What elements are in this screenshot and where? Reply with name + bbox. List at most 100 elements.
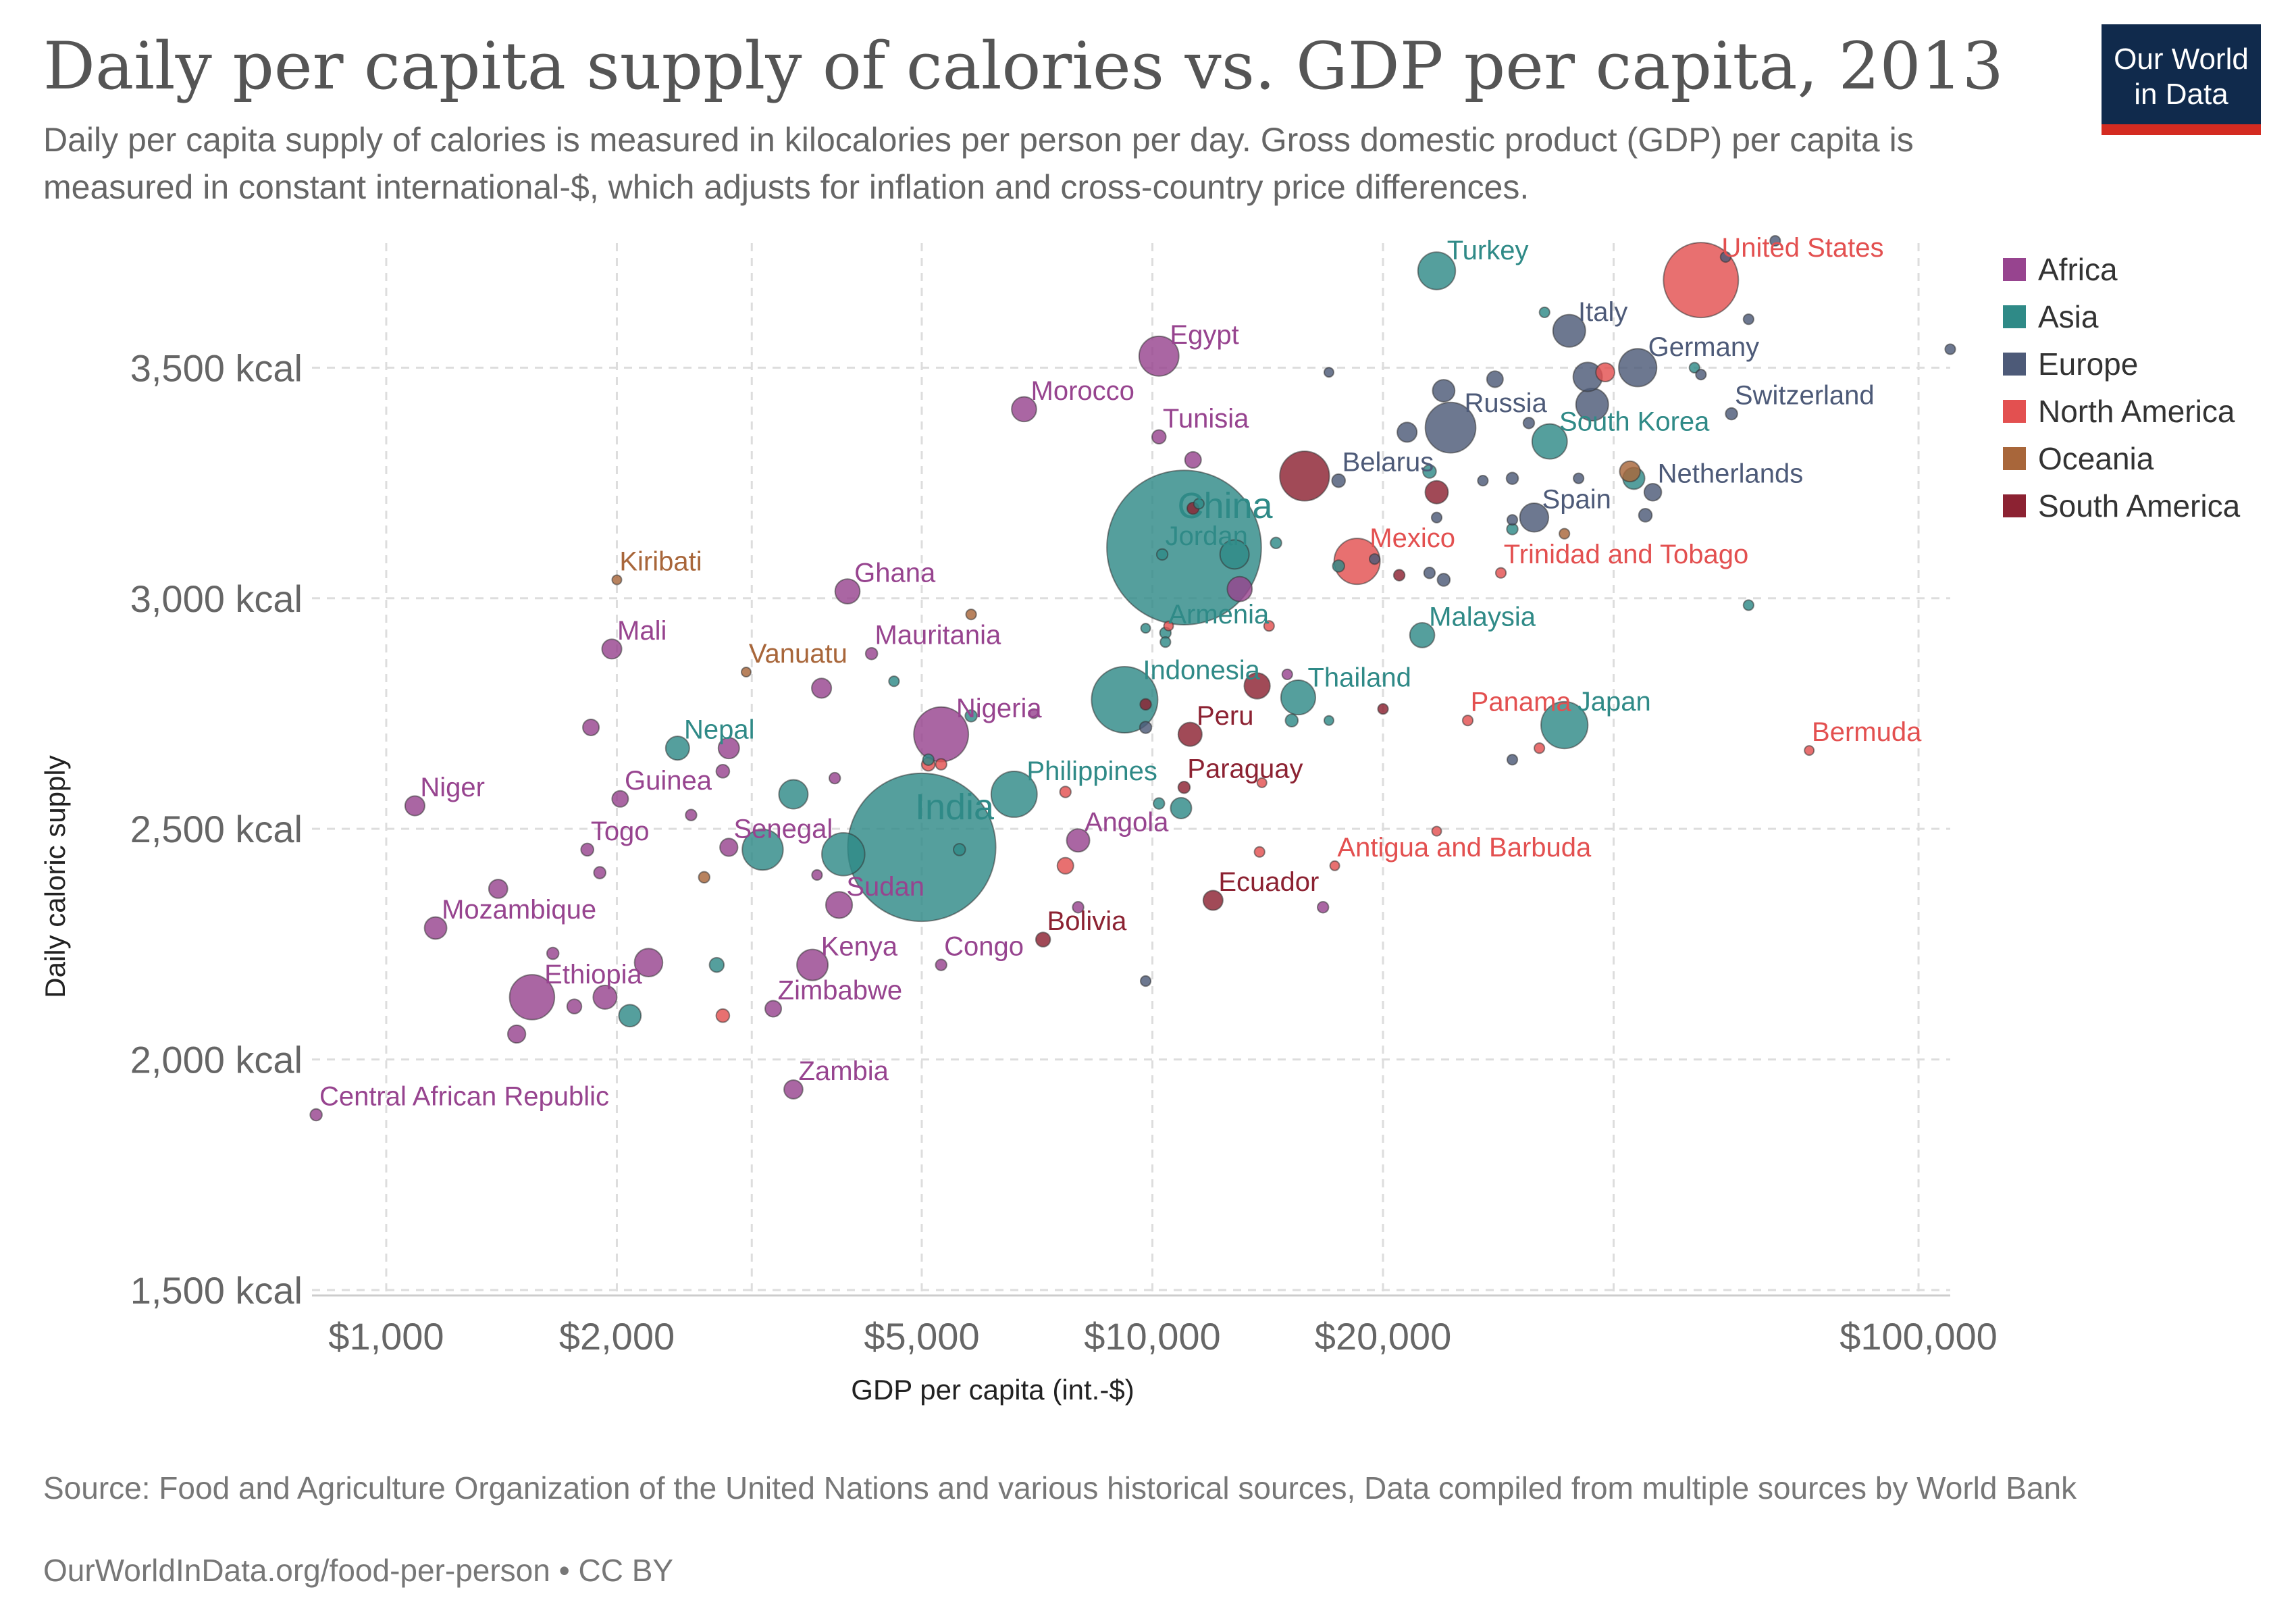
point[interactable] (965, 609, 977, 621)
point-panama[interactable] (1461, 715, 1474, 727)
point-ecuador[interactable] (1202, 890, 1224, 911)
point[interactable] (1944, 343, 1956, 355)
point[interactable] (811, 677, 833, 699)
point-peru[interactable] (1177, 721, 1203, 747)
point-zimbabwe[interactable] (764, 1000, 783, 1018)
point[interactable] (1263, 620, 1275, 632)
point[interactable] (1424, 480, 1449, 505)
point-south-korea[interactable] (1531, 423, 1568, 460)
point-indonesia[interactable] (1091, 665, 1159, 734)
point-central-african-republic[interactable] (309, 1108, 323, 1122)
point[interactable] (1377, 703, 1389, 715)
point-congo[interactable] (935, 958, 947, 971)
legend-item-north-america[interactable]: North America (2003, 390, 2235, 429)
point-mozambique[interactable] (423, 916, 448, 940)
point-turkey[interactable] (1417, 251, 1457, 290)
point[interactable] (1534, 742, 1546, 754)
point-zambia[interactable] (783, 1079, 804, 1100)
point[interactable] (1430, 511, 1443, 523)
point[interactable] (1253, 846, 1266, 858)
point-belarus[interactable] (1331, 473, 1347, 488)
point-togo[interactable] (580, 842, 595, 857)
legend-item-africa[interactable]: Africa (2003, 249, 2118, 287)
point[interactable] (964, 709, 978, 723)
point[interactable] (1139, 698, 1152, 711)
point[interactable] (593, 866, 606, 879)
point-tunisia[interactable] (1151, 429, 1167, 445)
point[interactable] (633, 948, 664, 977)
point[interactable] (1028, 708, 1039, 719)
point-bermuda[interactable] (1804, 745, 1815, 756)
point-nepal[interactable] (664, 736, 690, 761)
point[interactable] (778, 779, 809, 810)
point-kiribati[interactable] (611, 574, 623, 586)
point[interactable] (741, 828, 784, 871)
point[interactable] (1159, 636, 1172, 648)
point[interactable] (1638, 508, 1653, 523)
point-ethiopia[interactable] (508, 974, 556, 1021)
point[interactable] (1422, 464, 1437, 479)
point[interactable] (1270, 536, 1282, 550)
point[interactable] (1323, 367, 1334, 378)
source-url[interactable]: OurWorldInData.org/food-per-person • CC … (43, 1553, 674, 1588)
point[interactable] (1256, 777, 1268, 788)
point[interactable] (1695, 369, 1707, 381)
point[interactable] (1559, 528, 1571, 540)
point-ghana[interactable] (834, 578, 861, 604)
point-italy[interactable] (1552, 313, 1586, 348)
point[interactable] (888, 675, 900, 688)
point[interactable] (618, 1004, 642, 1028)
point-trinidad-and-tobago[interactable] (1494, 567, 1507, 579)
point[interactable] (1573, 472, 1585, 484)
point[interactable] (1436, 573, 1451, 587)
point[interactable] (582, 718, 600, 736)
point-mali[interactable] (601, 638, 623, 660)
point[interactable] (1742, 599, 1754, 611)
point[interactable] (1397, 421, 1418, 443)
point-niger[interactable] (404, 795, 425, 817)
point[interactable] (685, 808, 698, 821)
point[interactable] (1538, 306, 1550, 319)
point-china[interactable] (1106, 469, 1262, 625)
point[interactable] (1072, 901, 1085, 914)
point[interactable] (1506, 754, 1519, 766)
point[interactable] (1323, 715, 1334, 726)
legend-item-oceania[interactable]: Oceania (2003, 438, 2154, 476)
point[interactable] (566, 998, 583, 1014)
point[interactable] (546, 946, 560, 960)
point[interactable] (953, 843, 966, 856)
point[interactable] (1226, 575, 1253, 602)
point[interactable] (922, 753, 935, 766)
point[interactable] (811, 869, 823, 881)
point-spain[interactable] (1519, 503, 1550, 533)
point-morocco[interactable] (1011, 396, 1037, 423)
point[interactable] (1595, 362, 1615, 383)
point-egypt[interactable] (1138, 335, 1180, 377)
point[interactable] (1163, 620, 1174, 632)
point[interactable] (1742, 313, 1754, 326)
point[interactable] (1368, 553, 1381, 565)
point[interactable] (1506, 514, 1519, 526)
point-kenya[interactable] (796, 948, 829, 981)
legend-item-europe[interactable]: Europe (2003, 343, 2138, 382)
point[interactable] (1769, 234, 1781, 247)
point-sudan[interactable] (825, 891, 854, 919)
point[interactable] (1432, 379, 1456, 403)
point-germany[interactable] (1618, 348, 1658, 388)
point[interactable] (1279, 451, 1330, 502)
point[interactable] (592, 984, 618, 1010)
point[interactable] (1477, 475, 1489, 487)
point[interactable] (488, 879, 508, 899)
point[interactable] (1505, 471, 1519, 486)
point-guinea[interactable] (611, 790, 629, 808)
point[interactable] (1056, 856, 1074, 875)
point[interactable] (708, 956, 725, 973)
point-jordan[interactable] (1155, 548, 1169, 561)
point-united-states[interactable] (1663, 242, 1740, 319)
owid-logo[interactable]: Our World in Data (2102, 24, 2261, 135)
point[interactable] (698, 871, 710, 884)
point[interactable] (1153, 797, 1166, 810)
point-malaysia[interactable] (1409, 622, 1436, 648)
point[interactable] (1284, 713, 1299, 728)
point-philippines[interactable] (990, 771, 1038, 818)
